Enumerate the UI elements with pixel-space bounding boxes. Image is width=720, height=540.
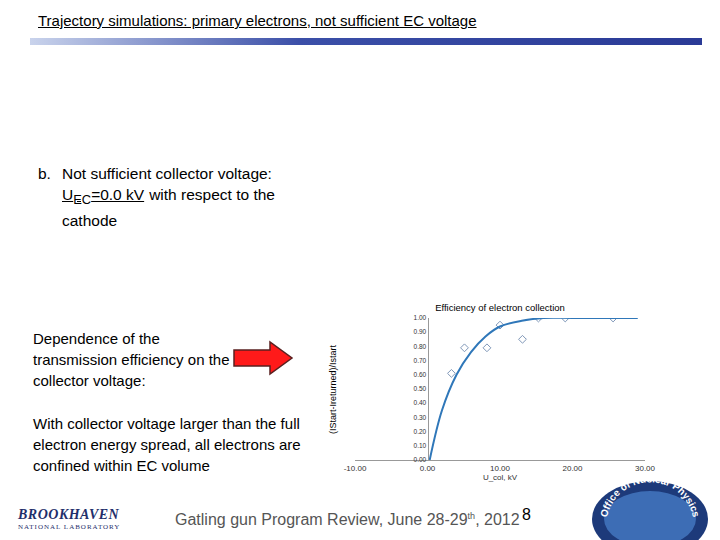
- svg-text:0.70: 0.70: [414, 357, 427, 364]
- svg-text:0.10: 0.10: [414, 442, 427, 449]
- svg-text:10.00: 10.00: [490, 464, 511, 473]
- html-text:With collector voltage larger: With collector voltage larger than the f…: [33, 415, 301, 474]
- html-text:b.: b.: [38, 165, 51, 182]
- svg-text:-10.00: -10.00: [344, 464, 367, 473]
- svg-text:0.30: 0.30: [414, 414, 427, 421]
- svg-text:0.60: 0.60: [414, 371, 427, 378]
- svg-text:0.80: 0.80: [414, 343, 427, 350]
- html-text:UEC=0.0 kV with respect to the: UEC=0.0 kV with respect to the: [62, 186, 275, 208]
- svg-text:(IStart-Ireturned)/Istart: (IStart-Ireturned)/Istart: [328, 344, 338, 434]
- svg-text:0.50: 0.50: [414, 385, 427, 392]
- svg-text:0.00: 0.00: [414, 456, 427, 463]
- html-text:Trajectory simulations: primar: Trajectory simulations: primary electron…: [38, 12, 477, 29]
- html-text:Dependence of the transmission: Dependence of the transmission efficienc…: [33, 330, 230, 389]
- svg-text:Efficiency of electron collect: Efficiency of electron collection: [435, 302, 565, 313]
- svg-text:0.90: 0.90: [414, 328, 427, 335]
- svg-text:20.00: 20.00: [562, 464, 583, 473]
- html-text:Not sufficient collector volta: Not sufficient collector voltage:: [62, 165, 272, 182]
- html-text:8: 8: [522, 506, 531, 523]
- html-text:cathode: cathode: [62, 212, 118, 230]
- svg-text:0.00: 0.00: [420, 464, 436, 473]
- svg-text:30.00: 30.00: [635, 464, 656, 473]
- svg-text:Office of Nuclear Physics: Office of Nuclear Physics: [598, 479, 702, 519]
- svg-text:0.20: 0.20: [414, 428, 427, 435]
- html-text:Gatling gun Program Review, Ju: Gatling gun Program Review, June 28-29th…: [175, 511, 520, 529]
- html-text:BROOKHAVEN: BROOKHAVEN: [18, 507, 120, 522]
- svg-text:U_col, kV: U_col, kV: [483, 473, 518, 482]
- html-text:NATIONAL LABORATORY: NATIONAL LABORATORY: [18, 523, 121, 531]
- svg-text:0.40: 0.40: [414, 399, 427, 406]
- svg-text:1.00: 1.00: [414, 314, 427, 321]
